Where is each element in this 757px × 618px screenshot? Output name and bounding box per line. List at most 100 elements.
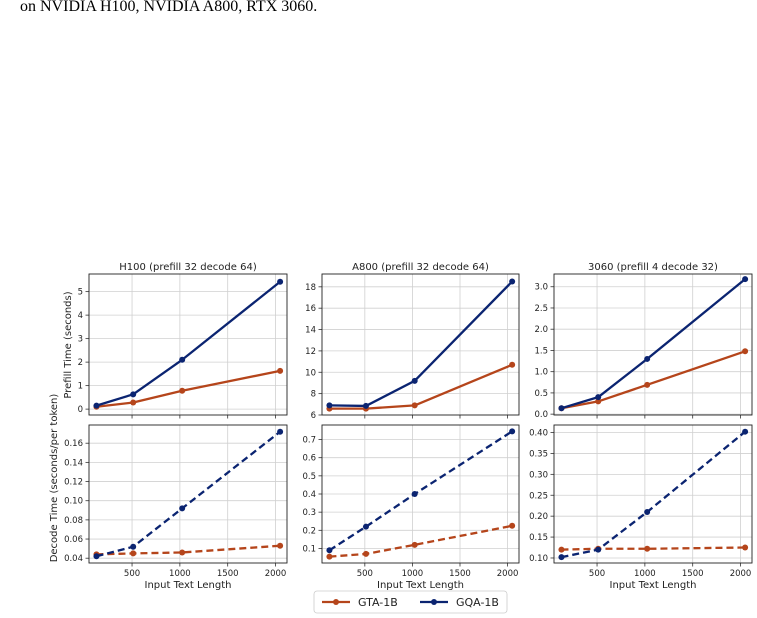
x-axis-label: Input Text Length bbox=[610, 580, 697, 591]
legend-marker-gta-1b bbox=[333, 599, 339, 605]
y-tick-label: 2.5 bbox=[534, 304, 548, 314]
y-tick-label: 12 bbox=[305, 347, 316, 357]
y-tick-label: 0.5 bbox=[534, 389, 548, 399]
series-line-gta-1b bbox=[561, 350, 746, 410]
plot-area bbox=[322, 274, 519, 415]
data-point-gta-1b bbox=[277, 367, 284, 374]
y-tick-label: 0.15 bbox=[529, 533, 548, 543]
panel-title: 3060 (prefill 4 decode 32) bbox=[588, 262, 718, 273]
y-tick-label: 1.5 bbox=[534, 346, 548, 356]
data-point-gta-1b bbox=[742, 544, 749, 551]
data-point-gqa-1b bbox=[326, 402, 333, 409]
data-point-gta-1b bbox=[644, 381, 651, 388]
plot-area bbox=[89, 425, 287, 563]
series-line-gta-1b bbox=[561, 546, 746, 551]
y-tick-label: 10 bbox=[305, 368, 316, 378]
data-point-gta-1b bbox=[644, 545, 651, 552]
plot-frame bbox=[553, 273, 753, 416]
y-tick-label: 0 bbox=[78, 405, 83, 415]
y-tick-label: 0.40 bbox=[529, 429, 548, 439]
data-point-gta-1b bbox=[179, 549, 186, 556]
y-tick-label: 3 bbox=[78, 335, 83, 345]
figure-caption: on NVIDIA H100, NVIDIA A800, RTX 3060. bbox=[20, 0, 318, 15]
x-tick-label: 2000 bbox=[730, 569, 752, 579]
y-tick-label: 0.35 bbox=[529, 449, 548, 459]
y-tick-label: 0.06 bbox=[64, 535, 83, 545]
series-line-gta-1b bbox=[96, 369, 281, 408]
data-point-gqa-1b bbox=[644, 355, 651, 362]
y-tick-label: 0.14 bbox=[64, 458, 83, 468]
y-tick-label: 0.10 bbox=[529, 554, 548, 564]
series-line-gta-1b bbox=[329, 524, 513, 558]
y-tick-label: 6 bbox=[311, 411, 316, 421]
y-tick-label: 0.30 bbox=[529, 470, 548, 480]
y-tick-label: 0.0 bbox=[534, 410, 548, 420]
data-point-gqa-1b bbox=[362, 523, 369, 530]
y-tick-label: 1 bbox=[78, 382, 83, 392]
y-tick-label: 0.10 bbox=[64, 497, 83, 507]
y-axis-label-decode: Decode Time (seconds/per token) bbox=[49, 394, 60, 563]
data-point-gqa-1b bbox=[277, 428, 284, 435]
y-tick-label: 0.25 bbox=[529, 491, 548, 501]
data-point-gqa-1b bbox=[179, 505, 186, 512]
plot-frame bbox=[88, 424, 288, 564]
series-line-gqa-1b bbox=[96, 280, 281, 407]
legend-label: GQA-1B bbox=[456, 596, 499, 609]
y-tick-label: 2.0 bbox=[534, 325, 548, 335]
data-point-gta-1b bbox=[595, 398, 602, 405]
data-point-gqa-1b bbox=[644, 508, 651, 515]
data-point-gqa-1b bbox=[93, 402, 100, 409]
y-tick-label: 14 bbox=[305, 326, 316, 336]
series-line-gqa-1b bbox=[96, 430, 281, 558]
data-point-gqa-1b bbox=[277, 278, 284, 285]
plot-frame bbox=[321, 273, 520, 416]
y-tick-label: 4 bbox=[78, 311, 83, 321]
y-tick-label: 0.04 bbox=[64, 554, 83, 564]
data-point-gqa-1b bbox=[595, 394, 602, 401]
data-point-gta-1b bbox=[558, 546, 565, 553]
x-tick-label: 500 bbox=[357, 569, 373, 579]
series-line-gqa-1b bbox=[561, 278, 746, 410]
y-tick-label: 0.20 bbox=[529, 512, 548, 522]
data-point-gqa-1b bbox=[179, 356, 186, 363]
panel-title: H100 (prefill 32 decode 64) bbox=[119, 262, 257, 273]
data-point-gqa-1b bbox=[558, 554, 565, 561]
y-tick-label: 0.5 bbox=[302, 472, 316, 482]
y-tick-label: 18 bbox=[305, 283, 316, 293]
data-point-gqa-1b bbox=[558, 405, 565, 412]
x-tick-label: 1000 bbox=[169, 569, 191, 579]
data-point-gqa-1b bbox=[742, 276, 749, 283]
y-tick-label: 0.2 bbox=[302, 526, 316, 536]
plot-area bbox=[554, 425, 752, 563]
data-point-gqa-1b bbox=[595, 546, 602, 553]
data-point-gta-1b bbox=[130, 550, 137, 557]
series-line-gqa-1b bbox=[328, 430, 513, 552]
data-point-gqa-1b bbox=[509, 428, 516, 435]
x-tick-label: 1500 bbox=[217, 569, 239, 579]
series-line-gqa-1b bbox=[329, 280, 513, 408]
data-point-gqa-1b bbox=[130, 391, 137, 398]
x-tick-label: 1500 bbox=[449, 569, 471, 579]
y-tick-label: 0.7 bbox=[302, 436, 316, 446]
legend-marker-gqa-1b bbox=[431, 599, 437, 605]
data-point-gta-1b bbox=[130, 399, 137, 406]
y-tick-label: 0.12 bbox=[64, 478, 83, 488]
plot-area bbox=[89, 274, 287, 415]
y-tick-label: 0.3 bbox=[302, 508, 316, 518]
series-line-gta-1b bbox=[96, 544, 281, 556]
x-tick-label: 1000 bbox=[402, 569, 424, 579]
x-axis-label: Input Text Length bbox=[377, 580, 464, 591]
data-point-gta-1b bbox=[742, 348, 749, 355]
legend-label: GTA-1B bbox=[358, 596, 398, 609]
plot-area bbox=[554, 274, 752, 415]
data-point-gqa-1b bbox=[326, 547, 333, 554]
data-point-gqa-1b bbox=[509, 278, 516, 285]
panel-title: A800 (prefill 32 decode 64) bbox=[352, 262, 489, 273]
x-tick-label: 500 bbox=[589, 569, 605, 579]
plot-frame bbox=[321, 424, 520, 564]
data-point-gta-1b bbox=[411, 402, 418, 409]
data-point-gta-1b bbox=[509, 361, 516, 368]
y-axis-label-prefill: Prefill Time (seconds) bbox=[63, 291, 74, 398]
y-tick-label: 0.08 bbox=[64, 516, 83, 526]
